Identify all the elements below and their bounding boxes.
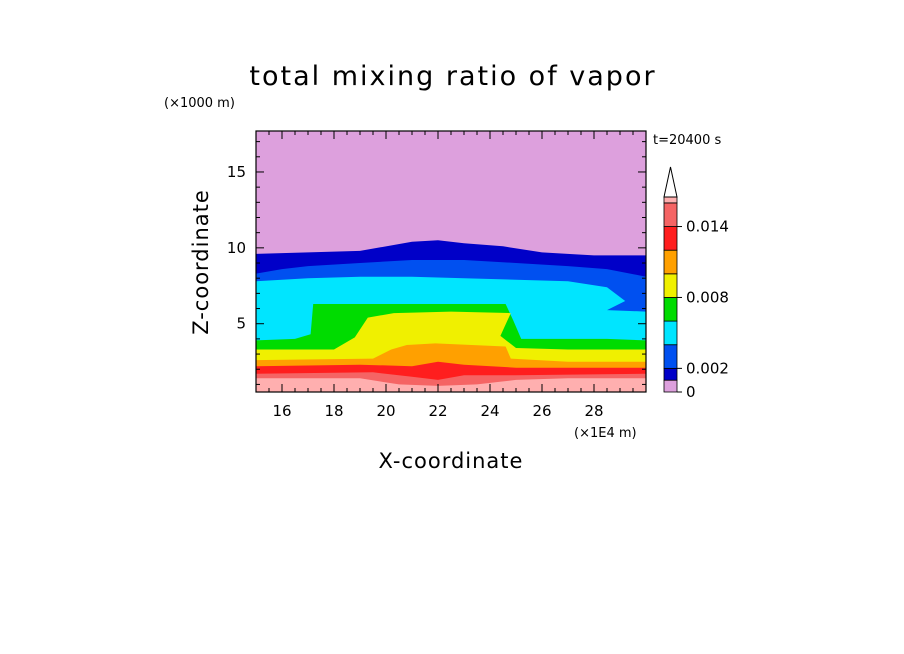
colorbar-extend-arrow [663,166,678,198]
colorbar-tick-label: 0.002 [686,359,729,377]
x-axis: 16 18 20 22 24 26 28 [268,131,634,420]
colorbar: 0 0.002 0.008 0.014 [663,166,729,401]
contour-fills [256,131,646,392]
y-unit-label: (×1000 m) [164,96,235,111]
colorbar-swatch [663,196,678,204]
y-tick-label: 15 [227,163,246,181]
colorbar-tick-label: 0.008 [686,288,729,306]
colorbar-swatch [663,226,678,251]
colorbar-swatch [663,273,678,298]
x-tick-label: 18 [324,402,343,420]
x-unit-label: (×1E4 m) [574,426,637,441]
colorbar-swatch [663,320,678,346]
colorbar-swatch [663,379,678,393]
colorbar-swatch [663,367,678,381]
chart-title: total mixing ratio of vapor [249,61,656,92]
colorbar-swatch [663,297,678,322]
x-tick-label: 22 [428,402,447,420]
colorbar-tick-label: 0.014 [686,218,729,236]
contour-band-9 [256,378,646,392]
y-axis-title: Z-coordinate [189,189,213,335]
x-tick-label: 16 [272,402,291,420]
x-tick-label: 20 [376,402,395,420]
x-tick-label: 26 [532,402,551,420]
time-label: t=20400 s [653,133,721,148]
colorbar-swatch [663,202,678,227]
x-tick-label: 28 [584,402,603,420]
colorbar-swatch [663,344,678,369]
x-tick-label: 24 [480,402,499,420]
y-tick-label: 10 [227,239,246,257]
x-axis-title: X-coordinate [379,449,524,473]
colorbar-swatch [663,249,678,275]
colorbar-tick-label: 0 [686,383,696,401]
y-axis: 5 10 15 [227,141,646,385]
y-tick-label: 5 [236,315,246,333]
